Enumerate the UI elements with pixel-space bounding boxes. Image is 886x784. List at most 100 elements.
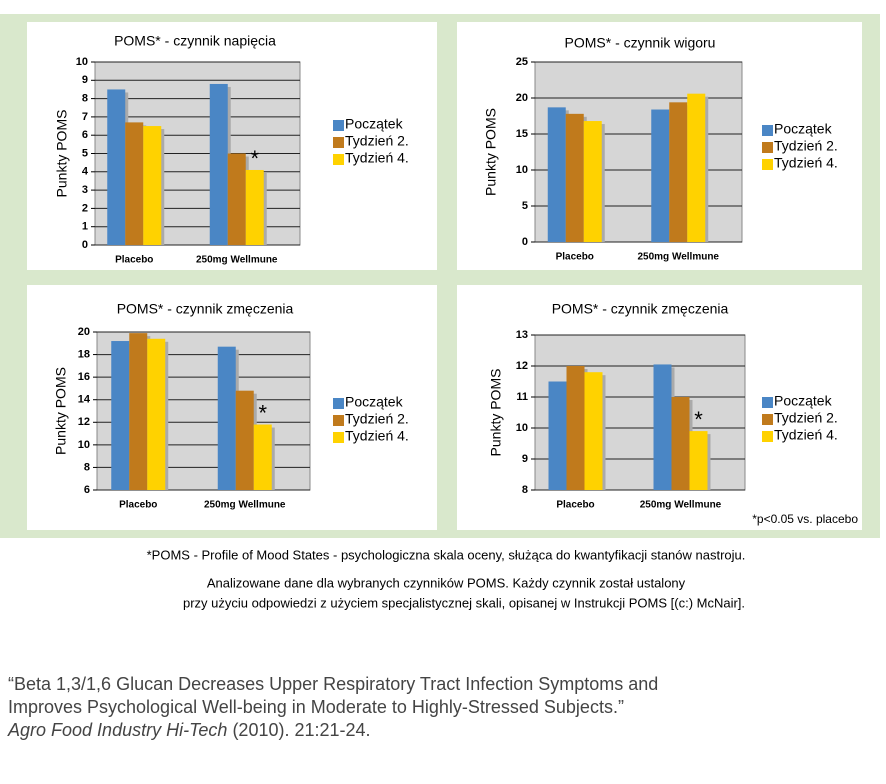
bar [671,397,690,490]
legend-swatch [762,414,773,425]
legend-swatch [762,142,773,153]
bar [107,89,126,245]
legend-label: Początek [345,116,404,132]
legend-label: Tydzień 2. [345,133,409,149]
chart-title: POMS* - czynnik wigoru [565,35,716,51]
y-tick-label: 0 [82,239,88,251]
y-tick-label: 1 [82,221,88,233]
y-tick-label: 10 [78,439,90,451]
bar [235,390,254,490]
legend-swatch [333,415,344,426]
y-tick-label: 6 [82,129,88,141]
y-axis-label: Punkty POMS [483,108,499,196]
bar [565,113,584,242]
legend-label: Początek [774,121,833,137]
x-tick-label: 250mg Wellmune [196,255,278,266]
citation-source: Agro Food Industry Hi-Tech (2010). 21:21-… [7,720,371,740]
legend-label: Tydzień 2. [345,411,409,427]
definition-note: *POMS - Profile of Mood States - psychol… [147,547,746,562]
x-tick-label: Placebo [115,255,153,266]
bar [125,122,144,245]
legend-swatch [333,137,344,148]
legend-label: Tydzień 4. [345,428,409,444]
y-tick-label: 3 [82,184,88,196]
y-tick-label: 8 [82,93,88,105]
citation-line: Improves Psychological Well-being in Mod… [8,697,624,717]
bar [129,333,148,490]
x-tick-label: 250mg Wellmune [637,252,719,263]
bar [253,424,272,490]
y-tick-label: 12 [516,360,528,372]
y-tick-label: 2 [82,202,88,214]
chart-title: POMS* - czynnik zmęczenia [552,301,729,317]
y-tick-label: 6 [84,484,90,496]
legend-swatch [762,159,773,170]
y-axis-label: Punkty POMS [488,369,504,457]
legend-swatch [762,431,773,442]
bar [111,341,130,490]
bar [209,83,228,246]
x-tick-label: Placebo [556,500,594,511]
legend-label: Początek [774,393,833,409]
chart-title: POMS* - czynnik napięcia [114,33,276,49]
y-tick-label: 15 [516,128,528,140]
significance-marker: * [250,146,259,171]
bar [687,93,706,243]
y-tick-label: 10 [516,422,528,434]
y-tick-label: 13 [516,329,528,341]
legend-swatch [333,398,344,409]
citation-details: (2010). 21:21-24. [232,720,370,740]
y-tick-label: 8 [522,484,528,496]
bar [245,169,264,245]
significance-marker: * [258,400,267,425]
bar [566,366,585,490]
legend-swatch [762,125,773,136]
y-tick-label: 10 [516,164,528,176]
y-tick-label: 5 [522,200,528,212]
y-axis-label: Punkty POMS [54,110,70,198]
y-tick-label: 10 [76,56,88,68]
description-line: Analizowane dane dla wybranych czynników… [207,575,686,590]
legend-swatch [333,432,344,443]
y-tick-label: 9 [82,74,88,86]
legend-swatch [762,397,773,408]
bar [147,338,166,490]
bar [669,102,688,242]
legend-swatch [333,154,344,165]
legend-label: Tydzień 4. [774,427,838,443]
y-tick-label: 25 [516,56,528,68]
y-tick-label: 20 [516,92,528,104]
y-tick-label: 5 [82,147,88,159]
y-tick-label: 11 [516,391,528,403]
legend-label: Początek [345,394,404,410]
y-tick-label: 12 [78,416,90,428]
bar [227,153,246,245]
x-tick-label: 250mg Wellmune [204,500,286,511]
x-tick-label: Placebo [119,500,157,511]
y-tick-label: 18 [78,348,90,360]
bar [653,364,672,490]
x-tick-label: 250mg Wellmune [640,500,722,511]
chart-title: POMS* - czynnik zmęczenia [117,301,294,317]
y-tick-label: 20 [78,326,90,338]
bar [583,121,602,242]
bar [584,372,603,490]
legend-swatch [333,120,344,131]
y-tick-label: 16 [78,371,90,383]
bar [651,109,670,243]
bar [689,431,708,490]
legend-label: Tydzień 4. [774,155,838,171]
y-tick-label: 8 [84,461,90,473]
significance-note: *p<0.05 vs. placebo [752,512,858,526]
y-tick-label: 7 [82,111,88,123]
description-line: przy użyciu odpowiedzi z użyciem specjal… [183,595,745,610]
bar [217,346,236,490]
citation-journal: Agro Food Industry Hi-Tech [7,720,227,740]
x-tick-label: Placebo [556,252,594,263]
legend-label: Tydzień 2. [774,410,838,426]
y-tick-label: 9 [522,453,528,465]
bar [547,107,566,242]
bar [143,126,162,245]
legend-label: Tydzień 4. [345,150,409,166]
